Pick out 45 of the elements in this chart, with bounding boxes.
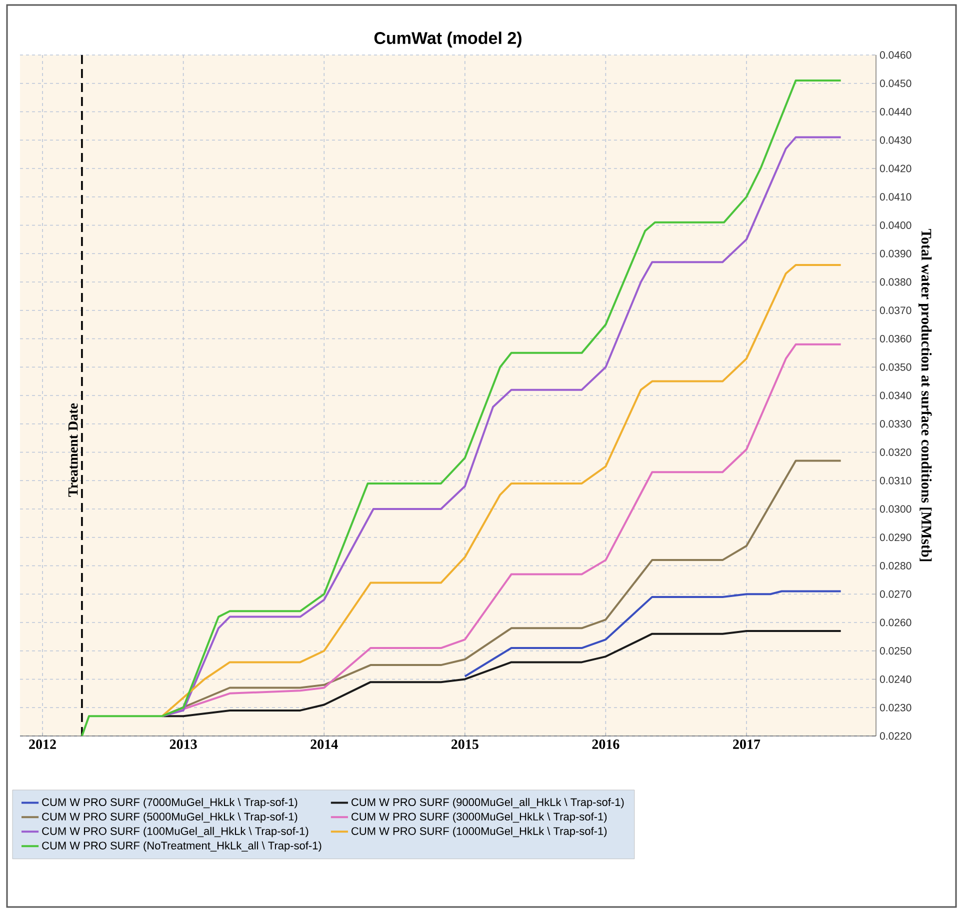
y-tick-label: 0.0360: [880, 335, 912, 342]
y-tick-label: 0.0370: [880, 306, 912, 314]
x-tick-label: 2015: [451, 740, 478, 749]
legend-label: CUM W PRO SURF (100MuGel_all_HkLk \ Trap-sof-1): [42, 826, 308, 838]
legend-label: CUM W PRO SURF (5000MuGel_HkLk \ Trap-sof-1): [42, 812, 298, 823]
legend-label: CUM W PRO SURF (7000MuGel_HkLk \ Trap-sof-1): [42, 798, 298, 808]
y-tick-label: 0.0230: [880, 704, 912, 712]
x-tick-label: 2014: [310, 740, 338, 749]
y-tick-label: 0.0240: [880, 676, 912, 683]
y-tick-label: 0.0280: [880, 562, 912, 570]
line-series: [161, 264, 842, 718]
y-tick-label: 0.0270: [880, 590, 912, 598]
x-tick-label: 2017: [733, 740, 760, 749]
legend-label: CUM W PRO SURF (NoTreatment_HkLk_all \ Trap-sof-1): [42, 841, 322, 852]
y-tick-label: 0.0340: [880, 392, 912, 400]
y-tick-label: 0.0310: [880, 476, 912, 484]
x-tick-label: 2012: [29, 740, 56, 749]
line-series: [464, 590, 842, 678]
legend-label: CUM W PRO SURF (1000MuGel_HkLk \ Trap-sof-1): [352, 826, 607, 838]
chart-title: CumWat (model 2): [374, 32, 522, 48]
legend-label: CUM W PRO SURF (9000MuGel_all_HkLk \ Trap-sof-1): [352, 798, 624, 808]
y-tick-label: 0.0350: [880, 363, 912, 371]
legend-label: CUM W PRO SURF (3000MuGel_HkLk \ Trap-sof-1): [352, 812, 607, 823]
y-tick-label: 0.0250: [880, 647, 912, 655]
y-tick-label: 0.0320: [880, 448, 912, 456]
y-tick-label: 0.0450: [880, 80, 912, 88]
y-tick-label: 0.0300: [880, 505, 912, 513]
line-series: [80, 80, 842, 736]
y-tick-label: 0.0460: [880, 51, 912, 59]
y-tick-label: 0.0260: [880, 618, 912, 626]
y-tick-label: 0.0220: [880, 732, 912, 740]
x-tick-label: 2013: [170, 740, 197, 749]
y-tick-label: 0.0410: [880, 193, 912, 201]
y-tick-label: 0.0400: [880, 222, 912, 229]
y-axis-title: Total water production at surface conditions [MMstb]: [918, 228, 932, 562]
y-tick-label: 0.0330: [880, 420, 912, 428]
x-tick-label: 2016: [592, 740, 620, 749]
y-tick-label: 0.0290: [880, 534, 912, 542]
y-tick-label: 0.0380: [880, 278, 912, 286]
y-tick-label: 0.0440: [880, 108, 912, 116]
y-tick-label: 0.0390: [880, 250, 912, 258]
y-tick-label: 0.0420: [880, 164, 912, 172]
line-series: [161, 630, 842, 718]
ref-line-label: Treatment Date: [68, 403, 78, 497]
y-tick-label: 0.0430: [880, 136, 912, 144]
